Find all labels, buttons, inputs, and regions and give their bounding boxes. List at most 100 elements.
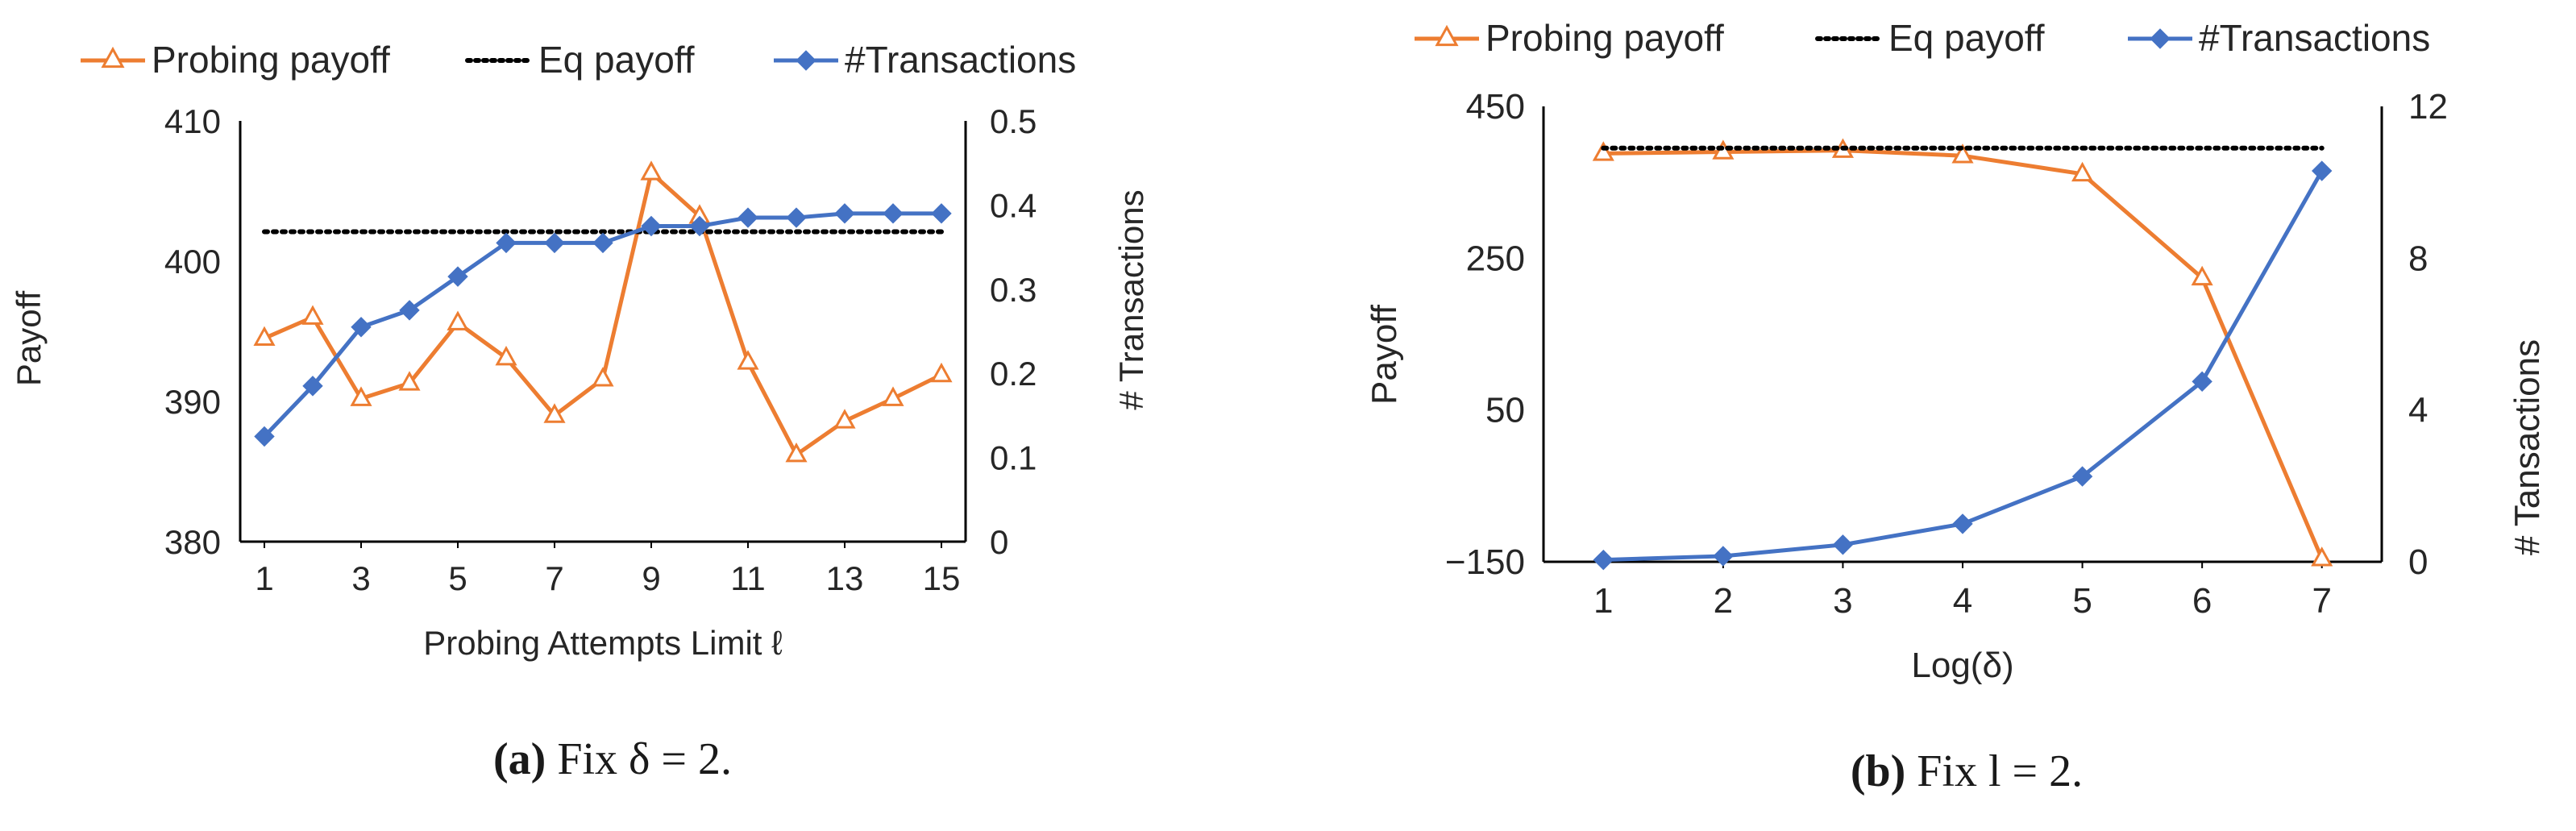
transactions-point bbox=[1713, 546, 1734, 567]
x-tick-label: 11 bbox=[730, 559, 766, 597]
legend-label-eq: Eq payoff bbox=[538, 39, 695, 81]
probing-payoff-point bbox=[833, 409, 856, 429]
probing-payoff-line bbox=[1603, 148, 2325, 560]
transactions-point bbox=[302, 376, 323, 397]
probing-payoff-point bbox=[2071, 161, 2094, 182]
x-tick-label: 4 bbox=[1953, 581, 1972, 621]
y-tick-label: 50 bbox=[1485, 391, 1525, 430]
y2-axis-label: # Transactions bbox=[1112, 189, 1150, 409]
transactions-point bbox=[737, 207, 758, 228]
x-tick-label: 1 bbox=[1593, 581, 1613, 621]
y-tick-label: 400 bbox=[164, 243, 221, 280]
legend-label-probing: Probing payoff bbox=[1485, 17, 1724, 59]
probing-payoff-point bbox=[301, 305, 324, 325]
probing-payoff-point bbox=[253, 326, 276, 346]
y-axis-label: Payoff bbox=[1365, 304, 1404, 405]
x-tick-label: 2 bbox=[1714, 581, 1733, 621]
transactions-point bbox=[883, 203, 904, 224]
legend-label-eq: Eq payoff bbox=[1888, 17, 2045, 59]
probing-payoff-point bbox=[398, 371, 421, 391]
transactions-point bbox=[254, 426, 275, 447]
y2-tick-label: 0.4 bbox=[990, 186, 1037, 224]
transactions-point bbox=[931, 203, 952, 224]
y2-tick-label: 0 bbox=[2408, 542, 2428, 582]
chart-a: Probing payoff Eq payoff #Transactions 380 3… bbox=[10, 39, 1150, 784]
probing-payoff-point bbox=[785, 443, 808, 463]
transactions-line bbox=[1603, 169, 2324, 563]
legend-label-transactions: #Transactions bbox=[845, 39, 1076, 81]
legend-label-probing: Probing payoff bbox=[152, 39, 390, 81]
y-tick-label: −150 bbox=[1445, 542, 1525, 582]
y-tick-label: 390 bbox=[164, 383, 221, 421]
x-tick-label: 7 bbox=[545, 559, 563, 597]
legend: Probing payoff Eq payoff #Transactions bbox=[81, 39, 1076, 81]
transactions-point bbox=[2192, 371, 2212, 393]
y2-tick-label: 0.2 bbox=[990, 355, 1037, 393]
probing-payoff-point bbox=[640, 160, 663, 181]
y-axis-label: Payoff bbox=[10, 291, 48, 387]
transactions-point bbox=[689, 215, 710, 237]
x-tick-label: 13 bbox=[826, 559, 864, 597]
legend-marker-triangle bbox=[101, 46, 125, 69]
x-tick-label: 7 bbox=[2312, 581, 2331, 621]
transactions-point bbox=[544, 232, 565, 254]
series-transactions bbox=[254, 203, 952, 447]
probing-payoff-point bbox=[1592, 141, 1614, 161]
transactions-point bbox=[641, 215, 662, 237]
probing-payoff-point bbox=[737, 350, 759, 370]
y2-tick-label: 8 bbox=[2408, 239, 2428, 278]
series-probing-payoff bbox=[253, 160, 953, 463]
y2-tick-label: 0 bbox=[990, 523, 1008, 561]
probing-payoff-point bbox=[543, 403, 566, 423]
transactions-point bbox=[351, 317, 372, 338]
transactions-point bbox=[399, 300, 420, 321]
x-tick-label: 5 bbox=[448, 559, 467, 597]
probing-payoff-point bbox=[2191, 265, 2213, 286]
transactions-point bbox=[1593, 549, 1614, 571]
y-tick-label: 250 bbox=[1466, 239, 1525, 278]
transactions-point bbox=[447, 266, 468, 287]
probing-payoff-point bbox=[882, 386, 904, 406]
probing-payoff-point bbox=[350, 386, 372, 406]
transactions-point bbox=[834, 203, 855, 224]
probing-payoff-point bbox=[447, 310, 469, 330]
transactions-point bbox=[2312, 160, 2333, 181]
caption-label: (a) bbox=[493, 734, 546, 784]
transactions-point bbox=[1952, 513, 1973, 534]
series-transactions bbox=[1593, 160, 2333, 571]
y2-tick-label: 0.3 bbox=[990, 271, 1037, 309]
transactions-point bbox=[592, 232, 613, 254]
caption: (b) Fix l = 2. bbox=[1851, 746, 2083, 796]
probing-payoff-point bbox=[930, 362, 953, 383]
x-tick-label: 5 bbox=[2072, 581, 2092, 621]
x-tick-label: 1 bbox=[255, 559, 273, 597]
probing-payoff-point bbox=[495, 345, 517, 366]
y2-tick-label: 0.1 bbox=[990, 439, 1037, 477]
x-axis-label: Log(δ) bbox=[1911, 646, 2013, 685]
probing-payoff-point bbox=[2311, 546, 2333, 567]
probing-payoff-point bbox=[1951, 143, 1974, 164]
y-tick-label: 380 bbox=[164, 523, 221, 561]
x-tick-label: 9 bbox=[642, 559, 660, 597]
transactions-point bbox=[1832, 534, 1854, 555]
legend-label-transactions: #Transactions bbox=[2199, 17, 2430, 59]
caption-text: Fix δ = 2. bbox=[557, 734, 732, 784]
legend-marker-diamond bbox=[2150, 28, 2171, 49]
probing-payoff-point bbox=[592, 367, 614, 387]
legend-marker-triangle bbox=[1435, 24, 1459, 47]
caption-label: (b) bbox=[1851, 746, 1905, 796]
x-tick-label: 15 bbox=[923, 559, 961, 597]
x-tick-label: 3 bbox=[1833, 581, 1852, 621]
x-tick-label: 6 bbox=[2192, 581, 2212, 621]
caption-text: Fix l = 2. bbox=[1917, 746, 2083, 796]
transactions-point bbox=[496, 232, 517, 254]
y2-axis-label: # Tansactions bbox=[2507, 339, 2547, 555]
x-axis-label: Probing Attempts Limit ℓ bbox=[423, 624, 783, 662]
legend: Probing payoff Eq payoff #Transactions bbox=[1415, 17, 2430, 59]
caption: (a) Fix δ = 2. bbox=[493, 734, 732, 784]
y2-tick-label: 12 bbox=[2408, 87, 2448, 127]
x-tick-label: 3 bbox=[351, 559, 370, 597]
y-tick-label: 450 bbox=[1466, 87, 1525, 127]
y2-tick-label: 4 bbox=[2408, 391, 2428, 430]
